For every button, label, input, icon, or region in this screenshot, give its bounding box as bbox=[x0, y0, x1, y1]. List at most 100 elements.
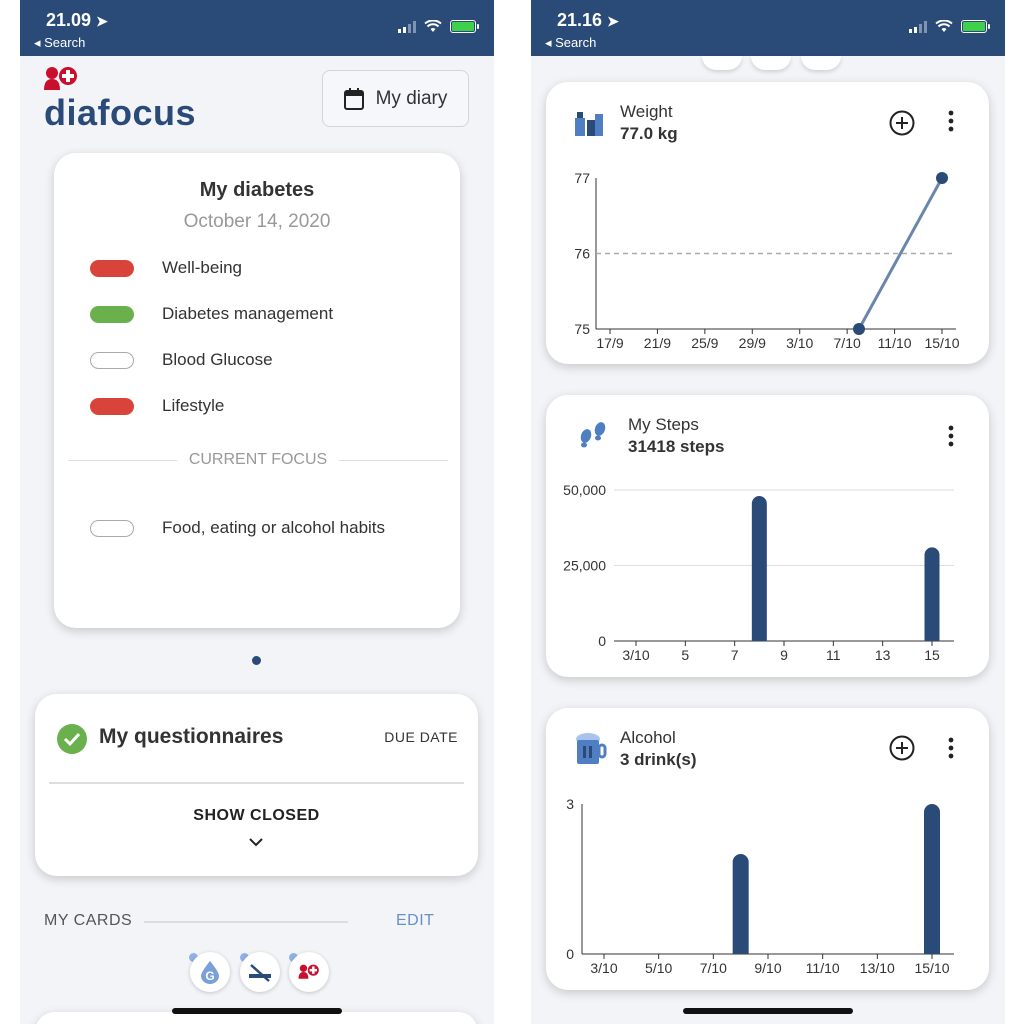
steps-chart: 0 25,000 50,000 3/10 5 7 9 11 13 15 bbox=[563, 482, 954, 663]
status-icons bbox=[398, 20, 479, 33]
divider bbox=[144, 921, 348, 923]
shortcut-peek bbox=[751, 56, 791, 70]
status-bar: 21.16 ➤ ◂ Search bbox=[531, 0, 1005, 56]
home-indicator[interactable] bbox=[683, 1008, 853, 1014]
alcohol-value: 3 drink(s) bbox=[620, 750, 697, 769]
status-row-lifestyle: Lifestyle bbox=[90, 396, 224, 416]
x-tick-label: 11 bbox=[826, 647, 841, 663]
svg-text:G: G bbox=[205, 969, 214, 983]
add-alcohol-button[interactable] bbox=[889, 735, 915, 761]
status-pill bbox=[90, 305, 134, 323]
y-tick-label: 50,000 bbox=[563, 482, 606, 498]
y-tick-label: 25,000 bbox=[563, 558, 606, 574]
alcohol-bar bbox=[924, 804, 940, 954]
more-options-icon[interactable] bbox=[947, 110, 955, 132]
x-tick-label: 5 bbox=[681, 647, 689, 663]
weight-data-point bbox=[936, 172, 948, 184]
card-shortcut-smoking[interactable] bbox=[240, 952, 280, 992]
x-tick-label: 9/10 bbox=[754, 960, 781, 976]
status-row-blood-glucose: Blood Glucose bbox=[90, 350, 273, 370]
add-weight-button[interactable] bbox=[889, 110, 915, 136]
x-tick-label: 7/10 bbox=[834, 335, 861, 351]
more-options-icon[interactable] bbox=[947, 737, 955, 759]
diafocus-icon bbox=[298, 964, 319, 979]
edit-cards-button[interactable]: EDIT bbox=[396, 912, 435, 929]
y-tick-label: 75 bbox=[574, 321, 590, 337]
divider bbox=[49, 782, 464, 784]
more-options-icon[interactable] bbox=[947, 425, 955, 447]
x-tick-label: 25/9 bbox=[691, 335, 718, 351]
card-shortcut-diafocus[interactable] bbox=[289, 952, 329, 992]
x-tick-label: 11/10 bbox=[878, 335, 912, 351]
status-pill bbox=[90, 397, 134, 415]
shortcut-peek bbox=[702, 56, 742, 70]
check-circle-icon bbox=[57, 724, 87, 754]
status-row-focus: Food, eating or alcohol habits bbox=[90, 518, 385, 538]
status-time: 21.09 ➤ bbox=[46, 10, 108, 30]
status-row-well-being: Well-being bbox=[90, 258, 242, 278]
alcohol-title: Alcohol bbox=[620, 728, 676, 747]
x-tick-label: 11/10 bbox=[806, 960, 840, 976]
my-diary-label: My diary bbox=[375, 87, 448, 109]
y-tick-label: 0 bbox=[566, 946, 574, 962]
my-cards-label: MY CARDS bbox=[44, 912, 133, 929]
x-tick-label: 15/10 bbox=[914, 960, 949, 976]
alcohol-bar bbox=[732, 854, 749, 954]
status-pill bbox=[90, 519, 134, 537]
due-date-label: DUE DATE bbox=[384, 729, 458, 745]
no-smoking-icon bbox=[249, 964, 271, 982]
glucose-icon: G bbox=[201, 961, 219, 984]
x-tick-label: 9 bbox=[780, 647, 788, 663]
battery-icon bbox=[450, 20, 479, 33]
x-tick-label: 5/10 bbox=[645, 960, 672, 976]
weight-scale-icon bbox=[575, 112, 603, 136]
x-tick-label: 3/10 bbox=[622, 647, 649, 663]
x-tick-label: 13/10 bbox=[860, 960, 895, 976]
steps-card: My Steps 31418 steps 0 25,000 50,000 3/10 5 7… bbox=[546, 395, 989, 677]
y-tick-label: 76 bbox=[574, 246, 590, 262]
next-card-peek bbox=[35, 1012, 478, 1024]
my-diabetes-card[interactable]: My diabetes October 14, 2020 Well-being … bbox=[54, 153, 460, 628]
shortcut-peek bbox=[801, 56, 841, 70]
brand-name: diafocus bbox=[44, 92, 197, 133]
steps-bar bbox=[751, 496, 767, 641]
weight-title: Weight bbox=[620, 102, 673, 121]
home-indicator[interactable] bbox=[172, 1008, 342, 1014]
x-tick-label: 7/10 bbox=[700, 960, 727, 976]
left-screen: 21.09 ➤ ◂ Search diafocus My diary My di… bbox=[20, 0, 494, 1024]
weight-series-line bbox=[857, 177, 944, 330]
status-label: Well-being bbox=[162, 258, 243, 277]
weight-value: 77.0 kg bbox=[620, 124, 678, 143]
chevron-down-icon[interactable] bbox=[248, 837, 264, 847]
steps-bar bbox=[924, 547, 940, 641]
card-shortcut-glucose[interactable]: G bbox=[190, 952, 230, 992]
calendar-icon bbox=[343, 87, 364, 110]
current-focus-heading: CURRENT FOCUS bbox=[188, 451, 328, 468]
back-to-search-link[interactable]: ◂ Search bbox=[545, 35, 597, 50]
my-diary-button[interactable]: My diary bbox=[322, 70, 469, 127]
footsteps-icon bbox=[580, 422, 606, 448]
y-tick-label: 3 bbox=[566, 796, 574, 812]
y-tick-label: 0 bbox=[598, 633, 606, 649]
wifi-icon bbox=[424, 20, 442, 32]
status-icons bbox=[909, 20, 990, 33]
back-to-search-link[interactable]: ◂ Search bbox=[34, 35, 86, 50]
status-time: 21.16 ➤ bbox=[557, 10, 619, 30]
alcohol-card: Alcohol 3 drink(s) 0 3 3/10 5/10 7/10 9/10 11/… bbox=[546, 708, 989, 990]
beer-mug-icon bbox=[576, 733, 607, 764]
x-tick-label: 3/10 bbox=[590, 960, 617, 976]
x-tick-label: 13 bbox=[875, 647, 891, 663]
x-tick-label: 29/9 bbox=[739, 335, 766, 351]
status-pill bbox=[90, 351, 134, 369]
x-tick-label: 21/9 bbox=[644, 335, 671, 351]
weight-chart: 75 76 77 17/9 21/9 25/9 29/9 3/10 7/10 11/10 15/10 bbox=[574, 170, 959, 351]
show-closed-button[interactable]: SHOW CLOSED bbox=[35, 807, 478, 825]
carousel-page-indicator[interactable] bbox=[252, 656, 261, 665]
status-pill bbox=[90, 259, 134, 277]
y-tick-label: 77 bbox=[574, 170, 590, 186]
x-tick-label: 3/10 bbox=[786, 335, 813, 351]
steps-title: My Steps bbox=[628, 415, 699, 434]
steps-value: 31418 steps bbox=[628, 437, 725, 456]
indicator-dot bbox=[189, 953, 198, 962]
status-label: Blood Glucose bbox=[162, 350, 273, 369]
